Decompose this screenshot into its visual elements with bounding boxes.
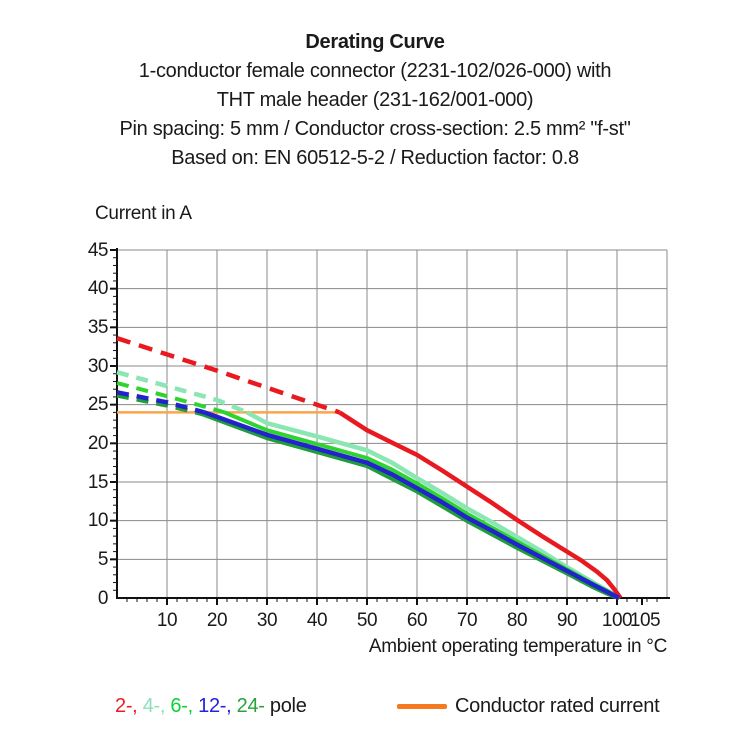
- y-tick-label: 45: [87, 239, 109, 261]
- y-tick-label: 5: [97, 548, 109, 570]
- curve-2-pole-solid: [338, 410, 623, 600]
- x-tick-label: 20: [206, 610, 228, 631]
- curve-4-pole-dashed: [116, 370, 248, 415]
- y-tick-label: 25: [87, 394, 109, 416]
- x-tick-label: 60: [406, 610, 428, 631]
- pole-legend-suffix: pole: [264, 695, 307, 717]
- x-tick-label: 80: [506, 610, 528, 631]
- curve-2-pole-dashed: [116, 336, 341, 415]
- x-tick-label: 100: [601, 610, 633, 631]
- pole-count-legend: 2-, 4-, 6-, 12-, 24- pole: [115, 694, 307, 718]
- curve-12-pole-dashed: [116, 390, 206, 415]
- chart-title: Derating Curve: [305, 31, 445, 53]
- x-tick-label: 105: [629, 610, 661, 631]
- y-tick-label: 30: [87, 355, 109, 377]
- y-axis-title: Current in A: [95, 203, 192, 224]
- x-tick-label: 30: [256, 610, 278, 631]
- x-tick-label: 40: [306, 610, 328, 631]
- rated-current-label: Conductor rated current: [455, 695, 660, 717]
- title-block: Derating Curve 1-conductor female connec…: [0, 28, 750, 173]
- chart-subtitle-line-2: THT male header (231-162/001-000): [216, 89, 534, 111]
- curve-24-pole-solid: [201, 411, 620, 601]
- y-tick-label: 0: [97, 587, 109, 609]
- x-tick-label: 50: [356, 610, 378, 631]
- y-tick-label: 35: [87, 316, 109, 338]
- y-tick-label: 10: [87, 510, 109, 532]
- chart-subtitle-line-4: Based on: EN 60512-5-2 / Reduction facto…: [171, 147, 579, 169]
- chart-subtitle-line-1: 1-conductor female connector (2231-102/0…: [138, 60, 612, 82]
- pole-legend-item: 4-,: [137, 695, 166, 717]
- curve-24-pole-dashed: [116, 393, 203, 417]
- x-tick-label: 10: [156, 610, 178, 631]
- rated-current-swatch: [397, 704, 447, 709]
- curve-12-pole-solid: [203, 410, 621, 600]
- y-tick-label: 40: [87, 278, 109, 300]
- pole-legend-item: 2-,: [115, 695, 138, 717]
- x-tick-label: 70: [456, 610, 478, 631]
- chart-subtitle-line-3: Pin spacing: 5 mm / Conductor cross-sect…: [119, 118, 631, 140]
- pole-legend-item: 24-: [231, 695, 265, 717]
- y-tick-label: 15: [87, 471, 109, 493]
- pole-legend-item: 6-,: [165, 695, 193, 717]
- curve-6-pole-dashed: [116, 381, 226, 415]
- pole-legend-item: 12-,: [192, 695, 232, 717]
- x-axis-title: Ambient operating temperature in °C: [368, 636, 667, 657]
- x-tick-label: 90: [556, 610, 578, 631]
- y-tick-label: 20: [87, 432, 109, 454]
